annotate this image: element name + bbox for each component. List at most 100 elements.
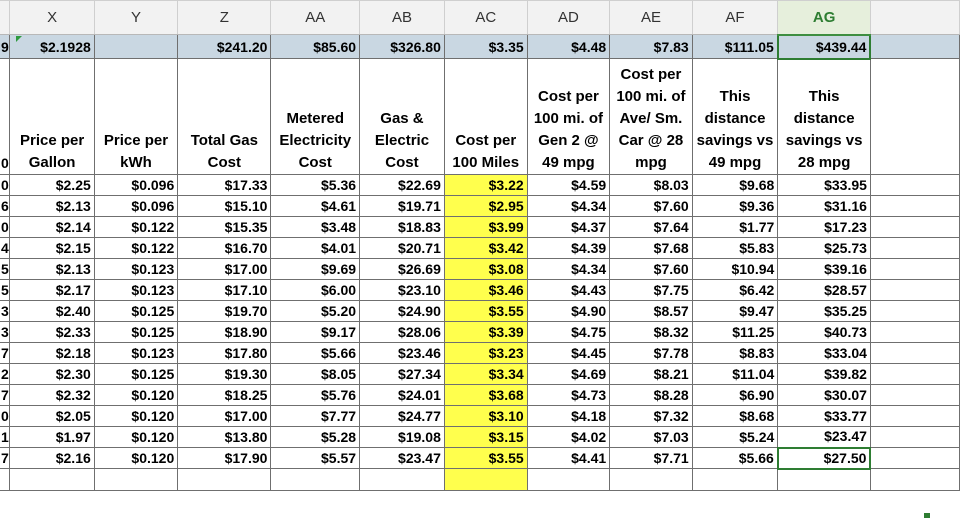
column-title[interactable]: Cost per 100 Miles: [443, 58, 528, 175]
table-cell[interactable]: $23.10: [359, 279, 445, 301]
table-cell[interactable]: $0.123: [93, 258, 179, 280]
table-cell[interactable]: $17.00: [177, 258, 272, 280]
table-cell[interactable]: $4.90: [526, 300, 611, 322]
table-cell[interactable]: $4.34: [526, 195, 611, 217]
table-cell[interactable]: $19.71: [359, 195, 445, 217]
cell-empty[interactable]: [869, 174, 960, 196]
cell-empty[interactable]: [869, 447, 960, 469]
cell-empty[interactable]: [869, 58, 960, 175]
table-cell[interactable]: $18.25: [177, 384, 272, 406]
table-cell[interactable]: $2.95: [443, 195, 528, 217]
column-title[interactable]: Metered Electricity Cost: [270, 58, 361, 175]
row-number[interactable]: 9: [0, 34, 11, 59]
table-cell[interactable]: $5.28: [270, 426, 361, 448]
column-header[interactable]: AG: [777, 0, 871, 36]
table-cell[interactable]: $2.13: [9, 195, 95, 217]
table-cell[interactable]: $0.120: [93, 405, 179, 427]
table-cell[interactable]: $0.125: [93, 300, 179, 322]
table-cell[interactable]: $39.16: [777, 258, 871, 280]
table-cell[interactable]: $3.10: [443, 405, 528, 427]
cell-empty[interactable]: [869, 0, 960, 35]
cell-empty[interactable]: [869, 279, 960, 301]
cell-empty[interactable]: [93, 468, 179, 491]
table-cell[interactable]: $23.47: [777, 426, 871, 448]
table-cell[interactable]: $30.07: [777, 384, 871, 406]
table-cell[interactable]: $17.80: [177, 342, 272, 364]
table-cell[interactable]: $1.97: [9, 426, 95, 448]
table-cell[interactable]: $3.22: [443, 174, 528, 196]
table-cell[interactable]: $5.66: [270, 342, 361, 364]
table-cell[interactable]: $40.73: [777, 321, 871, 343]
table-cell[interactable]: $4.37: [526, 216, 611, 238]
table-cell[interactable]: $7.68: [609, 237, 693, 259]
table-cell[interactable]: $17.33: [177, 174, 272, 196]
cell-empty[interactable]: [609, 468, 693, 491]
cell-empty[interactable]: [869, 321, 960, 343]
table-cell[interactable]: $19.08: [359, 426, 445, 448]
table-cell[interactable]: $4.73: [526, 384, 611, 406]
table-cell[interactable]: $3.08: [443, 258, 528, 280]
column-title[interactable]: This distance savings vs 49 mpg: [691, 58, 779, 175]
table-cell[interactable]: $22.69: [359, 174, 445, 196]
column-header[interactable]: X: [9, 0, 95, 35]
table-cell[interactable]: $0.125: [93, 363, 179, 385]
column-header[interactable]: Y: [93, 0, 179, 35]
table-cell[interactable]: $17.23: [777, 216, 871, 238]
table-cell[interactable]: $0.122: [93, 216, 179, 238]
table-cell[interactable]: $0.123: [93, 279, 179, 301]
cell-empty[interactable]: [359, 468, 445, 491]
cell-empty[interactable]: [869, 426, 960, 448]
column-header[interactable]: AC: [443, 0, 528, 35]
summary-cell[interactable]: $439.44: [776, 33, 872, 60]
table-cell[interactable]: $24.01: [359, 384, 445, 406]
table-cell[interactable]: $3.55: [443, 447, 528, 469]
table-cell[interactable]: $4.41: [526, 447, 611, 469]
table-cell[interactable]: $33.95: [777, 174, 871, 196]
table-cell[interactable]: $5.83: [691, 237, 779, 259]
cell-empty[interactable]: [869, 258, 960, 280]
table-cell[interactable]: $2.33: [9, 321, 95, 343]
table-cell[interactable]: $2.16: [9, 447, 95, 469]
table-cell[interactable]: $7.03: [609, 426, 693, 448]
table-cell[interactable]: $5.24: [691, 426, 779, 448]
table-cell[interactable]: $0.096: [93, 174, 179, 196]
table-cell[interactable]: $2.18: [9, 342, 95, 364]
table-cell[interactable]: $5.36: [270, 174, 361, 196]
table-cell[interactable]: $3.42: [443, 237, 528, 259]
table-cell[interactable]: $0.122: [93, 237, 179, 259]
column-title[interactable]: Total Gas Cost: [177, 58, 272, 175]
table-cell[interactable]: $4.02: [526, 426, 611, 448]
table-cell[interactable]: $0.120: [93, 447, 179, 469]
summary-cell[interactable]: [93, 34, 179, 59]
table-cell[interactable]: $3.15: [443, 426, 528, 448]
table-cell[interactable]: $6.90: [691, 384, 779, 406]
table-cell[interactable]: $9.68: [691, 174, 779, 196]
column-title[interactable]: Cost per 100 mi. of Gen 2 @ 49 mpg: [526, 58, 611, 175]
summary-cell[interactable]: $85.60: [270, 34, 361, 59]
table-cell[interactable]: $5.57: [270, 447, 361, 469]
table-cell[interactable]: $4.01: [270, 237, 361, 259]
row-number[interactable]: 7: [0, 447, 11, 469]
row-number[interactable]: [0, 468, 11, 491]
table-cell[interactable]: $8.28: [609, 384, 693, 406]
cell-empty[interactable]: [526, 468, 611, 491]
column-title[interactable]: Price per Gallon: [9, 58, 95, 175]
table-cell[interactable]: $5.76: [270, 384, 361, 406]
table-cell[interactable]: $17.10: [177, 279, 272, 301]
table-cell[interactable]: $7.60: [609, 195, 693, 217]
table-cell[interactable]: $8.05: [270, 363, 361, 385]
cell-empty[interactable]: [691, 468, 779, 491]
table-cell[interactable]: $4.34: [526, 258, 611, 280]
table-cell[interactable]: $17.00: [177, 405, 272, 427]
cell-empty[interactable]: [869, 468, 960, 491]
table-cell[interactable]: $4.45: [526, 342, 611, 364]
table-cell[interactable]: $4.18: [526, 405, 611, 427]
table-cell[interactable]: $8.21: [609, 363, 693, 385]
table-cell[interactable]: $24.77: [359, 405, 445, 427]
table-cell[interactable]: $13.80: [177, 426, 272, 448]
table-cell[interactable]: $15.10: [177, 195, 272, 217]
table-cell[interactable]: $2.14: [9, 216, 95, 238]
column-header[interactable]: AB: [359, 0, 445, 35]
table-cell[interactable]: $1.77: [691, 216, 779, 238]
table-cell[interactable]: $20.71: [359, 237, 445, 259]
